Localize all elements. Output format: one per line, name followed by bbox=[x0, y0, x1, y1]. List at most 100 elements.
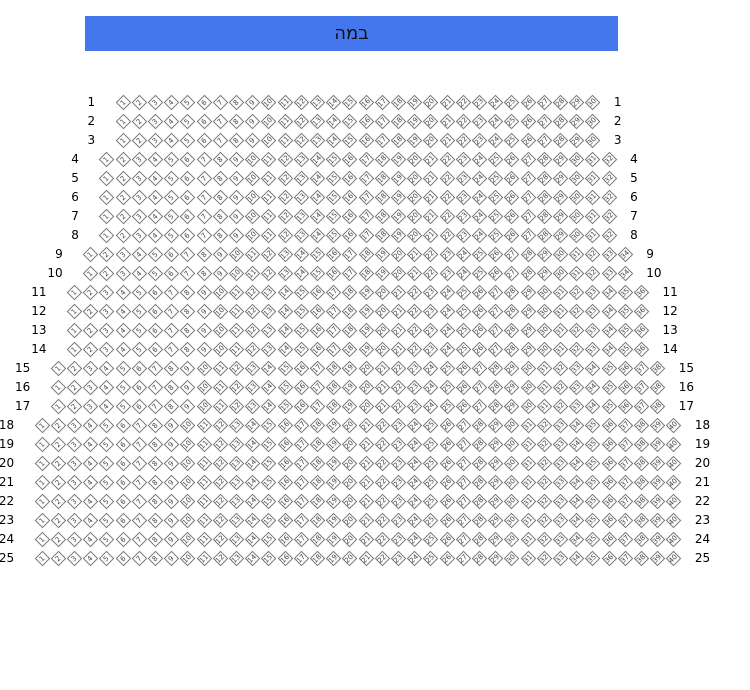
seat[interactable]: 11 bbox=[244, 246, 261, 262]
seat[interactable]: 22 bbox=[439, 189, 455, 205]
seat[interactable]: 26 bbox=[439, 512, 455, 528]
seat[interactable]: 33 bbox=[601, 265, 617, 281]
seat[interactable]: 39 bbox=[649, 474, 666, 490]
seat[interactable]: 3 bbox=[131, 170, 148, 186]
seat[interactable]: 14 bbox=[309, 227, 326, 243]
seat[interactable]: 34 bbox=[568, 455, 585, 471]
seat[interactable]: 19 bbox=[358, 341, 374, 357]
seat[interactable]: 18 bbox=[325, 360, 342, 376]
seat[interactable]: 2 bbox=[82, 341, 99, 357]
seat[interactable]: 23 bbox=[406, 360, 423, 376]
seat[interactable]: 17 bbox=[358, 170, 374, 186]
seat[interactable]: 28 bbox=[520, 265, 536, 281]
seat[interactable]: 6 bbox=[115, 493, 131, 509]
seat[interactable]: 25 bbox=[487, 170, 504, 186]
seat[interactable]: 3 bbox=[147, 132, 164, 148]
seat[interactable]: 6 bbox=[196, 132, 212, 148]
seat[interactable]: 8 bbox=[180, 284, 196, 300]
seat[interactable]: 15 bbox=[309, 246, 326, 262]
seat[interactable]: 7 bbox=[131, 550, 148, 566]
seat[interactable]: 12 bbox=[212, 417, 229, 433]
seat[interactable]: 29 bbox=[568, 94, 585, 110]
seat[interactable]: 34 bbox=[568, 493, 585, 509]
seat[interactable]: 13 bbox=[277, 246, 293, 262]
seat[interactable]: 14 bbox=[309, 208, 326, 224]
seat[interactable]: 37 bbox=[617, 436, 634, 452]
seat[interactable]: 13 bbox=[309, 113, 326, 129]
seat[interactable]: 27 bbox=[455, 493, 472, 509]
seat[interactable]: 24 bbox=[406, 512, 423, 528]
seat[interactable]: 10 bbox=[261, 94, 277, 110]
seat[interactable]: 35 bbox=[601, 398, 617, 414]
seat[interactable]: 4 bbox=[115, 322, 131, 338]
seat[interactable]: 11 bbox=[212, 379, 229, 395]
seat[interactable]: 14 bbox=[325, 113, 342, 129]
seat[interactable]: 8 bbox=[147, 474, 164, 490]
seat[interactable]: 36 bbox=[601, 550, 617, 566]
seat[interactable]: 33 bbox=[552, 493, 569, 509]
seat[interactable]: 13 bbox=[228, 436, 245, 452]
seat[interactable]: 5 bbox=[115, 398, 131, 414]
seat[interactable]: 15 bbox=[261, 512, 277, 528]
seat[interactable]: 25 bbox=[504, 94, 520, 110]
seat[interactable]: 18 bbox=[342, 303, 358, 319]
seat[interactable]: 35 bbox=[617, 341, 634, 357]
seat[interactable]: 24 bbox=[406, 417, 423, 433]
seat[interactable]: 27 bbox=[455, 436, 472, 452]
seat[interactable]: 19 bbox=[325, 436, 342, 452]
seat[interactable]: 39 bbox=[649, 455, 666, 471]
seat[interactable]: 10 bbox=[244, 208, 261, 224]
seat[interactable]: 26 bbox=[520, 132, 536, 148]
seat[interactable]: 13 bbox=[293, 208, 310, 224]
seat[interactable]: 31 bbox=[536, 360, 553, 376]
seat[interactable]: 25 bbox=[487, 227, 504, 243]
seat[interactable]: 5 bbox=[115, 379, 131, 395]
seat[interactable]: 14 bbox=[325, 94, 342, 110]
seat[interactable]: 21 bbox=[374, 379, 391, 395]
seat[interactable]: 1 bbox=[66, 341, 83, 357]
seat[interactable]: 6 bbox=[147, 303, 164, 319]
seat[interactable]: 8 bbox=[212, 151, 229, 167]
seat[interactable]: 15 bbox=[325, 227, 342, 243]
seat[interactable]: 30 bbox=[504, 493, 520, 509]
seat[interactable]: 2 bbox=[82, 322, 99, 338]
seat[interactable]: 4 bbox=[163, 113, 180, 129]
seat[interactable]: 2 bbox=[115, 208, 131, 224]
seat[interactable]: 20 bbox=[406, 189, 423, 205]
seat[interactable]: 24 bbox=[406, 455, 423, 471]
seat[interactable]: 22 bbox=[455, 113, 472, 129]
seat[interactable]: 12 bbox=[244, 284, 261, 300]
seat[interactable]: 14 bbox=[244, 493, 261, 509]
seat[interactable]: 3 bbox=[66, 512, 83, 528]
seat[interactable]: 7 bbox=[163, 341, 180, 357]
seat[interactable]: 21 bbox=[423, 208, 439, 224]
seat[interactable]: 17 bbox=[293, 493, 310, 509]
seat[interactable]: 20 bbox=[342, 436, 358, 452]
seat[interactable]: 24 bbox=[439, 341, 455, 357]
seat[interactable]: 16 bbox=[342, 227, 358, 243]
seat[interactable]: 17 bbox=[293, 531, 310, 547]
seat[interactable]: 40 bbox=[666, 550, 682, 566]
seat[interactable]: 1 bbox=[34, 550, 50, 566]
seat[interactable]: 37 bbox=[617, 474, 634, 490]
seat[interactable]: 31 bbox=[568, 265, 585, 281]
seat[interactable]: 16 bbox=[277, 436, 293, 452]
seat[interactable]: 21 bbox=[358, 493, 374, 509]
seat[interactable]: 9 bbox=[163, 417, 180, 433]
seat[interactable]: 4 bbox=[99, 379, 115, 395]
seat[interactable]: 9 bbox=[163, 455, 180, 471]
seat[interactable]: 13 bbox=[228, 512, 245, 528]
seat[interactable]: 27 bbox=[536, 113, 553, 129]
seat[interactable]: 10 bbox=[180, 455, 196, 471]
seat[interactable]: 12 bbox=[212, 550, 229, 566]
seat[interactable]: 12 bbox=[277, 208, 293, 224]
seat[interactable]: 16 bbox=[277, 455, 293, 471]
seat[interactable]: 22 bbox=[406, 284, 423, 300]
seat[interactable]: 13 bbox=[244, 379, 261, 395]
seat[interactable]: 20 bbox=[390, 265, 407, 281]
seat[interactable]: 23 bbox=[390, 550, 407, 566]
seat[interactable]: 23 bbox=[423, 322, 439, 338]
seat[interactable]: 13 bbox=[228, 474, 245, 490]
seat[interactable]: 2 bbox=[82, 303, 99, 319]
seat[interactable]: 34 bbox=[568, 474, 585, 490]
